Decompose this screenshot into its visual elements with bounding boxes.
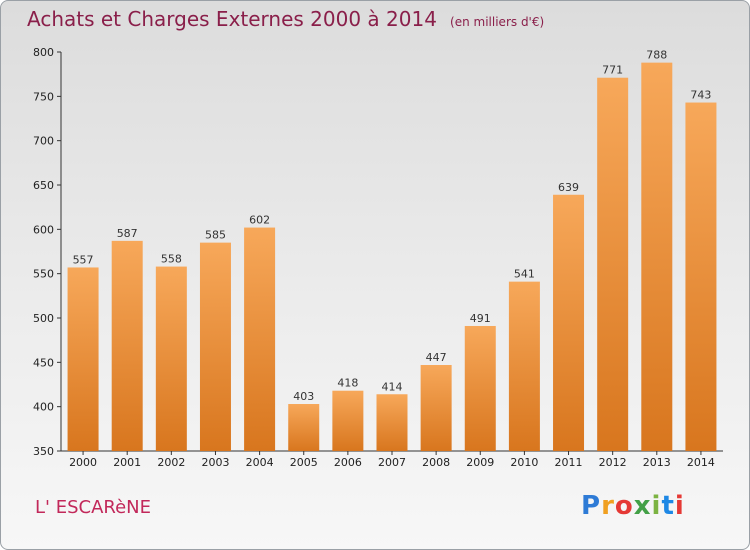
bar-value-label: 414 [382,380,403,393]
chart-title-block: Achats et Charges Externes 2000 à 2014 (… [27,7,544,31]
bar-2006 [332,390,364,451]
logo-letter: P [581,491,602,521]
y-tick-label: 800 [33,46,54,59]
x-tick-label: 2003 [201,456,229,469]
y-tick-label: 550 [33,268,54,281]
y-tick-label: 650 [33,179,54,192]
bar-2003 [199,242,231,451]
y-tick-label: 400 [33,401,54,414]
chart-subtitle: (en milliers d'€) [450,15,545,29]
bar-2001 [111,240,143,451]
bar-value-label: 587 [117,227,138,240]
bar-2009 [464,325,496,451]
bar-2014 [685,102,717,451]
commune-name: L' ESCARèNE [35,497,151,518]
chart-title: Achats et Charges Externes 2000 à 2014 [27,7,437,31]
logo-letter: o [614,491,634,521]
x-tick-label: 2012 [599,456,627,469]
y-tick-label: 450 [33,356,54,369]
bar-2012 [597,77,629,452]
x-tick-label: 2001 [113,456,141,469]
bar-value-label: 541 [514,268,535,281]
y-tick-label: 750 [33,90,54,103]
x-tick-label: 2013 [643,456,671,469]
x-tick-label: 2007 [378,456,406,469]
bar-value-label: 558 [161,253,182,266]
proxiti-logo: Proxiti [581,491,685,521]
bar-2000 [67,267,99,451]
logo-letter: r [601,491,615,521]
bar-value-label: 788 [646,49,667,62]
bar-value-label: 447 [426,351,447,364]
x-tick-label: 2010 [510,456,538,469]
logo-letter: x [633,491,652,521]
bar-value-label: 639 [558,181,579,194]
y-tick-label: 350 [33,445,54,458]
bar-value-label: 602 [249,214,270,227]
bar-value-label: 743 [690,89,711,102]
bar-2013 [641,62,673,451]
x-tick-label: 2002 [157,456,185,469]
bar-2005 [288,404,320,451]
bar-value-label: 418 [337,377,358,390]
x-tick-label: 2014 [687,456,715,469]
bar-2008 [420,364,452,451]
x-tick-label: 2009 [466,456,494,469]
y-tick-label: 500 [33,312,54,325]
x-tick-label: 2006 [334,456,362,469]
bar-2002 [155,266,187,451]
bar-value-label: 403 [293,390,314,403]
bar-value-label: 585 [205,229,226,242]
y-tick-label: 700 [33,135,54,148]
bar-2007 [376,394,408,451]
logo-letter: t [661,491,675,521]
bar-2011 [553,194,585,451]
bar-value-label: 771 [602,64,623,77]
bar-2004 [244,227,276,451]
y-tick-label: 600 [33,223,54,236]
x-tick-label: 2011 [555,456,583,469]
bar-value-label: 557 [73,253,94,266]
x-tick-label: 2005 [290,456,318,469]
bar-value-label: 491 [470,312,491,325]
logo-letter: i [651,491,662,521]
x-tick-label: 2008 [422,456,450,469]
x-tick-label: 2004 [246,456,274,469]
x-tick-label: 2000 [69,456,97,469]
bar-2010 [508,281,540,451]
logo-letter: i [674,491,685,521]
